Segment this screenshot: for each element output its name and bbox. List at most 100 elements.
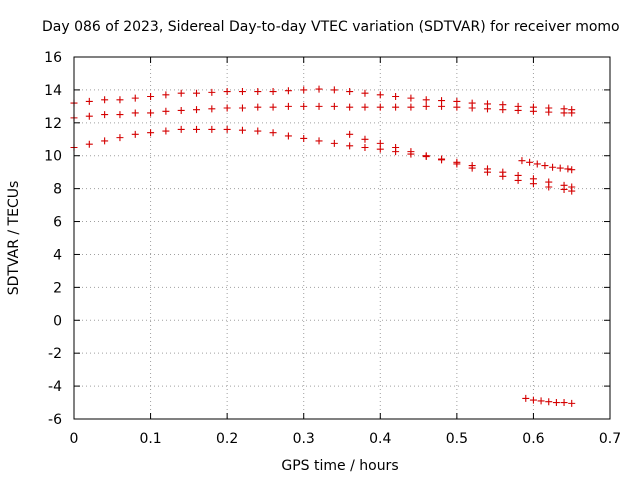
x-tick-label: 0.4 (369, 431, 391, 447)
data-point (549, 163, 557, 171)
data-point (526, 158, 534, 166)
data-point (392, 103, 400, 111)
data-point (254, 88, 262, 96)
data-point (499, 106, 507, 114)
data-point (177, 89, 185, 97)
data-point (300, 134, 308, 142)
data-point (407, 103, 415, 111)
y-tick-label: 16 (44, 50, 62, 66)
data-point (556, 164, 564, 172)
data-point (208, 105, 216, 113)
y-tick-label: 14 (44, 83, 62, 99)
x-axis-label: GPS time / hours (281, 458, 398, 474)
series-2 (70, 125, 576, 191)
x-tick-label: 0.5 (446, 431, 468, 447)
data-point (284, 87, 292, 95)
data-point (483, 168, 491, 176)
data-point (193, 106, 201, 114)
data-point (238, 104, 246, 112)
data-point (361, 89, 369, 97)
data-point (407, 148, 415, 156)
data-point (568, 399, 576, 407)
y-tick-label: -4 (48, 379, 62, 395)
data-point (392, 144, 400, 151)
data-point (101, 111, 109, 119)
data-point (116, 134, 124, 142)
data-point (330, 102, 338, 110)
data-point (269, 103, 277, 111)
data-point (422, 102, 430, 110)
data-point (560, 185, 568, 193)
data-point (284, 102, 292, 110)
series-1 (70, 102, 576, 122)
x-tick-label: 0 (70, 431, 79, 447)
data-point (254, 127, 262, 135)
data-point (346, 142, 354, 150)
data-point (254, 103, 262, 111)
data-point (315, 85, 323, 93)
data-point (101, 96, 109, 104)
y-tick-label: 10 (44, 149, 62, 165)
data-point (438, 156, 446, 164)
data-point (147, 129, 155, 137)
data-point (545, 398, 553, 406)
data-point (483, 105, 491, 113)
data-point (131, 130, 139, 138)
data-point (193, 125, 201, 133)
data-point (208, 88, 216, 96)
data-point (223, 104, 231, 112)
data-point (346, 88, 354, 96)
data-point (468, 104, 476, 112)
data-point (315, 102, 323, 110)
series-3 (346, 130, 576, 195)
grid-lines (74, 57, 610, 419)
y-tick-label: 6 (53, 215, 62, 231)
y-tick-label: 12 (44, 116, 62, 132)
data-point (162, 107, 170, 115)
data-point (346, 103, 354, 111)
chart-title: Day 086 of 2023, Sidereal Day-to-day VTE… (42, 19, 620, 35)
data-point (499, 172, 507, 180)
data-point (468, 164, 476, 172)
y-tick-label: -6 (48, 412, 62, 428)
data-point (147, 92, 155, 100)
data-point (518, 157, 526, 165)
data-point (284, 132, 292, 140)
data-point (147, 109, 155, 117)
y-axis-label: SDTVAR / TECUs (6, 181, 22, 296)
y-tick-label: 4 (53, 247, 62, 263)
x-tick-label: 0.1 (139, 431, 161, 447)
plot-frame (73, 56, 611, 420)
data-point (545, 108, 553, 116)
x-tick-label: 0.2 (216, 431, 238, 447)
data-point (529, 180, 537, 188)
data-point (564, 165, 572, 173)
data-point (545, 183, 553, 191)
data-point (300, 86, 308, 94)
y-tick-label: -2 (48, 346, 62, 362)
data-point (541, 162, 549, 170)
x-tick-label: 0.6 (522, 431, 544, 447)
data-point (422, 96, 430, 104)
data-point (269, 129, 277, 137)
data-point (131, 109, 139, 117)
data-point (529, 396, 537, 404)
data-point (453, 160, 461, 168)
data-point (376, 91, 384, 99)
series-4 (518, 157, 576, 174)
data-point (392, 92, 400, 100)
data-point (177, 106, 185, 114)
data-point (568, 109, 576, 117)
data-point (223, 125, 231, 133)
data-point (85, 97, 93, 105)
data-point (560, 109, 568, 117)
data-point (568, 166, 576, 174)
data-point (116, 111, 124, 119)
y-tick-label: 2 (53, 280, 62, 296)
data-point (193, 89, 201, 97)
data-point (522, 394, 530, 402)
data-point (330, 86, 338, 94)
data-point (361, 103, 369, 111)
data-points (70, 85, 576, 407)
